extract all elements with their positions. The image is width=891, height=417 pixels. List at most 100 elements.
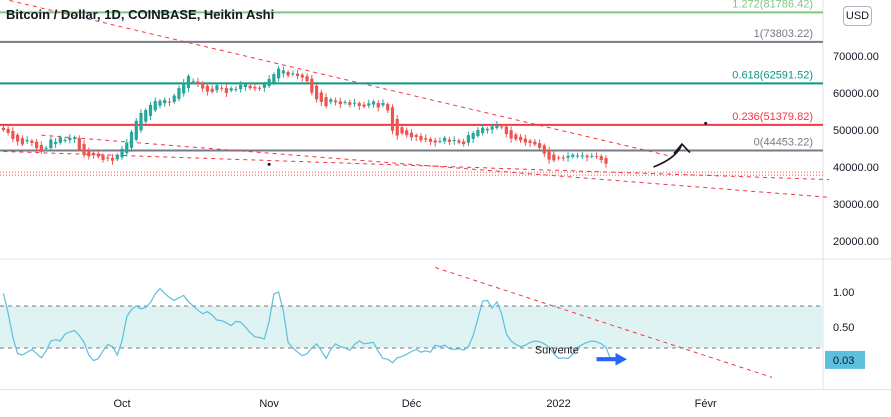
candle-body — [485, 128, 489, 131]
candle-body — [6, 128, 10, 133]
candle-body — [82, 143, 86, 156]
candle-body — [158, 100, 162, 106]
candle-body — [537, 143, 542, 148]
candle-body — [390, 107, 395, 131]
candle-body — [490, 126, 494, 130]
candle-body — [148, 104, 153, 116]
candle-body — [590, 155, 594, 157]
price-tick-label: 40000.00 — [833, 162, 879, 174]
candle-body — [25, 139, 29, 142]
candle-body — [471, 132, 475, 139]
fib-level-label: 0.236(51379.82) — [732, 111, 813, 123]
candle-body — [386, 104, 390, 111]
date-label: Déc — [402, 398, 422, 410]
date-label: 2022 — [546, 398, 570, 410]
candle-body — [144, 110, 148, 122]
candle-body — [528, 140, 532, 143]
candle-body — [561, 157, 565, 159]
candle-body — [139, 112, 143, 131]
candle-body — [101, 155, 105, 160]
candle-body — [134, 120, 138, 140]
candle-body — [367, 103, 371, 106]
candle-body — [191, 81, 195, 83]
candle-body — [329, 99, 333, 102]
oscillator-value-badge — [825, 350, 865, 369]
currency-button[interactable]: USD — [843, 6, 872, 26]
candle-body — [585, 155, 589, 158]
trendline — [5, 0, 673, 158]
candle-body — [594, 156, 599, 158]
price-tick-label: 60000.00 — [833, 88, 879, 100]
candle-body — [253, 86, 257, 89]
survente-label: Survente — [535, 345, 579, 357]
candle-body — [414, 135, 418, 138]
candle-body — [381, 102, 385, 106]
candle-body — [400, 127, 404, 134]
candle-body — [196, 81, 200, 85]
candle-body — [72, 137, 77, 139]
candle-body — [58, 137, 62, 143]
price-tick-label: 70000.00 — [833, 51, 879, 63]
candle-body — [125, 142, 129, 154]
candle-body — [428, 138, 433, 142]
oscillator-tick-label: 0.50 — [833, 322, 854, 334]
candle-body — [457, 140, 461, 143]
candle-body — [16, 134, 20, 142]
candle-body — [466, 135, 471, 143]
candle-body — [438, 141, 442, 143]
date-label: Nov — [259, 398, 279, 410]
candle-body — [395, 118, 399, 136]
candle-body — [310, 78, 314, 93]
candle-body — [314, 85, 319, 100]
candle-body — [566, 155, 570, 158]
fibonacci-levels: 1.272(81786.42) 1(73803.22) 0.618(62591.52… — [0, 0, 823, 176]
candle-body — [376, 102, 380, 108]
candle-body — [452, 139, 456, 141]
candle-body — [575, 155, 580, 157]
candle-body — [63, 139, 67, 141]
candle-body — [153, 101, 157, 111]
up-arrow-curve — [653, 143, 683, 168]
candle-body — [338, 101, 342, 105]
candle-body — [371, 101, 376, 105]
candle-body — [35, 141, 39, 149]
candle-body — [433, 140, 437, 143]
candle-body — [248, 85, 252, 89]
price-tick-label: 30000.00 — [833, 199, 879, 211]
candle-body — [295, 73, 300, 76]
annotations: Survente — [267, 121, 708, 366]
candle-body — [20, 138, 24, 145]
candle-body — [68, 137, 72, 141]
axes: 70000.00 60000.00 50000.00 40000.00 30000.00… — [113, 51, 878, 410]
trendline — [3, 150, 830, 181]
candle-body — [167, 101, 172, 103]
candle-body — [542, 145, 546, 154]
candle-body — [129, 131, 134, 148]
candle-body — [533, 141, 537, 145]
candle-body — [405, 130, 409, 136]
oscillator-panel: 0.03 — [0, 267, 865, 378]
candle-body — [504, 126, 508, 135]
marker-dot — [267, 162, 271, 166]
candle-body — [424, 138, 428, 140]
candle-body — [357, 103, 361, 106]
candle-body — [519, 136, 523, 141]
candle-body — [1, 127, 5, 130]
candle-body — [481, 127, 485, 133]
candle-body — [210, 88, 214, 92]
candle-body — [87, 149, 91, 157]
candle-body — [552, 154, 556, 161]
price-tick-label: 50000.00 — [833, 125, 879, 137]
oscillator-trendline — [435, 267, 773, 378]
candle-body — [447, 139, 452, 142]
fib-level-label: 0(44453.22) — [754, 137, 813, 149]
candle-body — [53, 141, 58, 144]
oscillator-value-label: 0.03 — [833, 355, 854, 367]
candle-body — [44, 147, 48, 149]
candle-body — [172, 95, 176, 102]
fib-level-label: 1(73803.22) — [754, 28, 813, 40]
candle-body — [229, 88, 233, 91]
candle-body — [604, 158, 608, 164]
candle-body — [205, 85, 210, 92]
